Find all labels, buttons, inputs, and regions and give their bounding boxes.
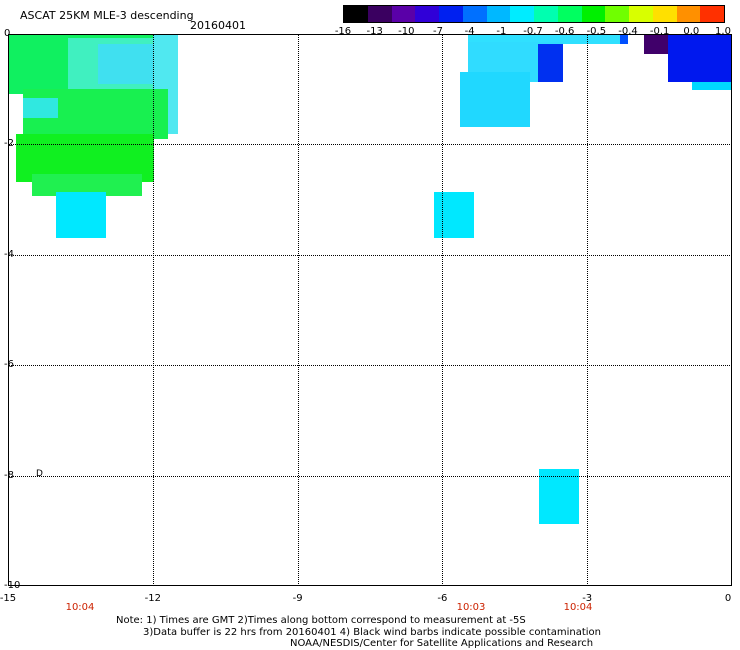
time-label-east: 10:04 [563,602,593,613]
graticule-parallel [8,254,732,256]
colorbar-swatch [415,6,439,22]
colorbar-swatch [605,6,629,22]
note-line-3: NOAA/NESDIS/Center for Satellite Applica… [290,638,594,649]
x-axis-label: 0 [724,593,732,604]
note-line-1: Note: 1) Times are GMT 2)Times along bot… [116,615,526,626]
swath-block-east-blue [668,34,732,82]
swath-block-east-cyan [692,82,732,90]
swath-block-west-light [98,44,158,84]
colorbar [343,5,725,23]
colorbar-swatch [581,6,606,22]
colorbar-swatch [652,6,677,22]
colorbar-swatch [367,6,392,22]
graticule-meridian [442,34,444,586]
colorbar-swatch [344,6,368,22]
colorbar-tick-label: -16 [334,26,352,37]
x-axis-label: -15 [0,593,17,604]
swath-block-center-blue [538,44,563,82]
map-plot-area [8,34,732,586]
colorbar-tick-label: -1 [496,26,507,37]
time-label-west: 10:04 [65,602,95,613]
y-axis-label: 0 [4,28,11,39]
swath-block-west-teal [23,98,58,118]
swath-block-center-lower [460,72,530,127]
graticule-meridian [152,34,154,586]
graticule-meridian [297,34,299,586]
graticule-parallel [8,144,732,146]
y-axis-label: -10 [4,580,21,591]
y-axis-label: -8 [4,469,14,481]
graticule-meridian [587,34,589,586]
colorbar-swatch [534,6,558,22]
colorbar-swatch [462,6,487,22]
colorbar-swatch [557,6,582,22]
x-axis-label: -3 [582,593,593,604]
colorbar-tick-label: 1.0 [715,26,731,37]
x-axis-label: -12 [144,593,161,604]
colorbar-swatch [510,6,534,22]
y-axis-label: -2 [4,138,14,150]
colorbar-swatch [700,6,724,22]
time-label-center: 10:03 [456,602,486,613]
swath-block-center-isolated [434,192,474,238]
y-axis-label: -6 [4,359,14,371]
swath-block-center-top [468,34,628,44]
swath-block-west-low2 [32,174,142,196]
colorbar-swatch [629,6,653,22]
colorbar-tick-label: -7 [433,26,443,37]
colorbar-swatch [391,6,416,22]
stray-mark: D [36,469,43,479]
note-line-2: 3)Data buffer is 22 hrs from 20160401 4)… [143,627,601,638]
colorbar-tick-label: -0.4 [618,26,638,37]
swath-block-south [539,469,579,524]
colorbar-tick-label: -10 [398,26,415,37]
colorbar-swatch [486,6,511,22]
colorbar-tick-label: -0.7 [523,26,543,37]
map-title: ASCAT 25KM MLE-3 descending [20,9,194,22]
y-axis-label: -4 [4,248,14,260]
colorbar-tick-label: -0.5 [586,26,607,37]
x-axis-label: -6 [437,593,448,604]
colorbar-tick-label: 0.0 [683,26,700,37]
colorbar-tick-label: -13 [366,26,383,37]
swath-block-west-cyan-low [56,192,106,238]
colorbar-tick-label: -0.1 [649,26,670,37]
colorbar-swatch [676,6,701,22]
colorbar-tick-label: -4 [464,26,475,37]
map-date: 20160401 [190,19,246,32]
colorbar-tick-label: -0.6 [554,26,575,37]
map-frame [8,34,732,586]
colorbar-swatch [439,6,463,22]
graticule-parallel [8,365,732,367]
graticule-parallel [8,475,732,477]
swath-block-center-dark [620,34,628,44]
x-axis-label: -9 [292,593,303,604]
